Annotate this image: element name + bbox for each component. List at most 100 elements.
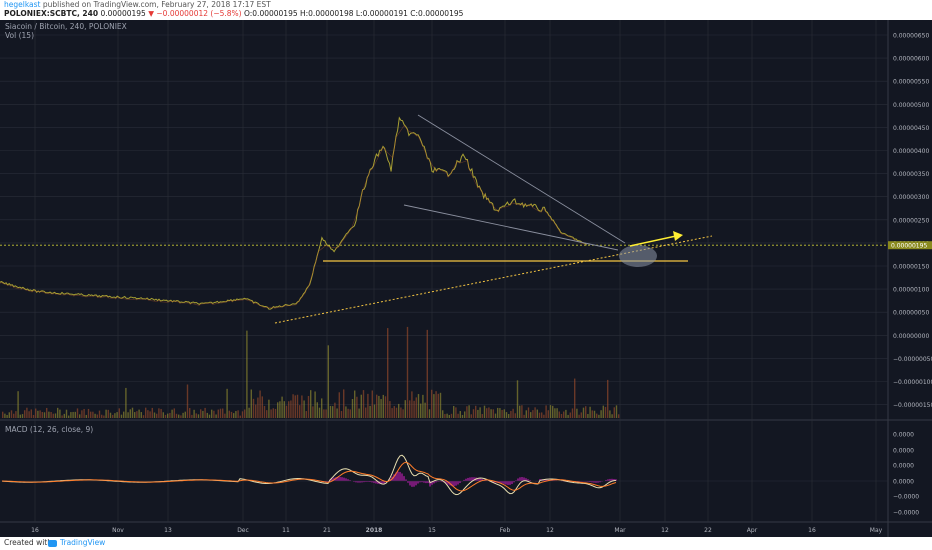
macd-histogram-bar: [405, 479, 407, 481]
macd-histogram-bar: [599, 481, 601, 483]
macd-histogram-bar: [417, 481, 419, 484]
author-link[interactable]: hegelkast: [4, 0, 41, 9]
volume-bar: [525, 410, 527, 418]
volume-bar: [442, 410, 444, 418]
volume-bar: [413, 400, 415, 418]
macd-histogram-bar: [605, 479, 607, 481]
macd-histogram-bar: [527, 479, 529, 481]
volume-bar: [552, 405, 554, 418]
x-tick-label: 22: [704, 527, 712, 534]
volume-bar: [604, 406, 607, 418]
y-tick-label: 0.00000000: [893, 333, 929, 340]
volume-bar: [219, 408, 222, 418]
volume-bar: [72, 411, 74, 418]
volume-bar: [483, 405, 486, 418]
volume-bar: [173, 408, 175, 418]
macd-histogram-bar: [587, 481, 589, 482]
x-tick-label: Feb: [500, 527, 511, 534]
volume-bar: [30, 409, 32, 418]
macd-histogram-bar: [437, 481, 439, 482]
macd-histogram-bar: [613, 478, 615, 481]
y-tick-label: 0.00000450: [893, 125, 929, 132]
macd-histogram-bar: [525, 478, 527, 481]
volume-bar: [98, 410, 101, 418]
volume-bar: [466, 406, 468, 418]
volume-bar: [567, 414, 569, 418]
volume-bar: [63, 413, 65, 418]
chart-area[interactable]: 0.00000650 0.00000600 0.00000550 0.00000500…: [0, 20, 932, 537]
volume-bar: [472, 409, 475, 418]
highlight-ellipse: [619, 245, 657, 267]
macd-histogram-bar: [593, 481, 595, 483]
macd-histogram-bar: [469, 477, 471, 481]
volume-bar: [274, 408, 277, 418]
macd-histogram-bar: [427, 481, 429, 484]
volume-bar: [378, 395, 380, 418]
y-tick-label: 0.00000500: [893, 102, 929, 109]
price-down-overlay: [0, 125, 586, 309]
volume-bar: [4, 413, 6, 418]
y-tick-label: 0.00000350: [893, 171, 929, 178]
volume-bar: [516, 380, 519, 418]
volume-bar: [164, 414, 167, 418]
macd-histogram-bar: [607, 479, 609, 481]
volume-bar: [318, 407, 321, 418]
volume-bar: [90, 411, 92, 418]
volume-bar: [334, 402, 336, 418]
volume-bar: [481, 414, 483, 418]
volume-bar: [241, 411, 244, 418]
chart-canvas: 0.00000650 0.00000600 0.00000550 0.00000500…: [0, 20, 932, 537]
volume-bar: [283, 401, 285, 418]
projection-arrow-head: [673, 231, 683, 241]
volume-bar: [204, 407, 206, 418]
macd-histogram-bar: [585, 481, 587, 482]
volume-bar: [252, 398, 255, 418]
volume-bar: [356, 396, 358, 418]
volume-bar: [351, 398, 354, 418]
volume-bar: [303, 400, 305, 418]
volume-bar: [206, 412, 208, 418]
y-tick-label: −0.00000100: [893, 379, 932, 386]
volume-bar: [281, 396, 283, 418]
publish-line: hegelkast published on TradingView.com, …: [4, 0, 271, 9]
macd-histogram-bar: [509, 481, 511, 485]
macd-histogram-bar: [431, 481, 433, 485]
volume-bar: [197, 414, 200, 418]
volume-bar: [402, 409, 404, 418]
macd-histogram-bar: [473, 477, 475, 481]
macd-histogram-bar: [433, 481, 435, 484]
volume-bar: [285, 405, 288, 418]
volume-bar: [237, 410, 239, 418]
volume-bar: [296, 394, 299, 418]
wedge-upper-trendline: [417, 114, 626, 244]
volume-bar: [479, 407, 481, 418]
volume-bar: [182, 412, 184, 418]
volume-bar: [417, 394, 420, 418]
macd-histogram-bar: [413, 481, 415, 487]
macd-histogram-bar: [511, 481, 513, 484]
volume-bar: [420, 403, 422, 418]
volume-bar: [439, 392, 442, 418]
volume-bar: [294, 395, 296, 418]
volume-bar: [448, 414, 450, 418]
volume-bar: [615, 405, 618, 418]
volume-bar: [505, 412, 508, 418]
macd-y-tick-label: 0.0000: [893, 448, 914, 455]
volume-bar: [39, 410, 41, 418]
volume-bar: [129, 409, 131, 418]
header-bar: hegelkast published on TradingView.com, …: [0, 0, 932, 20]
macd-histogram-bar: [597, 481, 599, 483]
volume-bar: [112, 414, 114, 418]
last-price: 0.00000195: [100, 9, 146, 18]
volume-bar: [461, 414, 464, 418]
macd-histogram-bar: [393, 474, 395, 481]
volume-bar: [101, 414, 103, 418]
volume-bar: [310, 390, 312, 418]
volume-bar: [149, 411, 151, 418]
volume-bar: [288, 401, 290, 418]
volume-bar: [446, 413, 448, 418]
volume-bar: [389, 401, 391, 418]
volume-bar: [492, 409, 494, 418]
volume-bar: [15, 411, 17, 418]
tradingview-logo[interactable]: TradingView: [48, 538, 105, 547]
